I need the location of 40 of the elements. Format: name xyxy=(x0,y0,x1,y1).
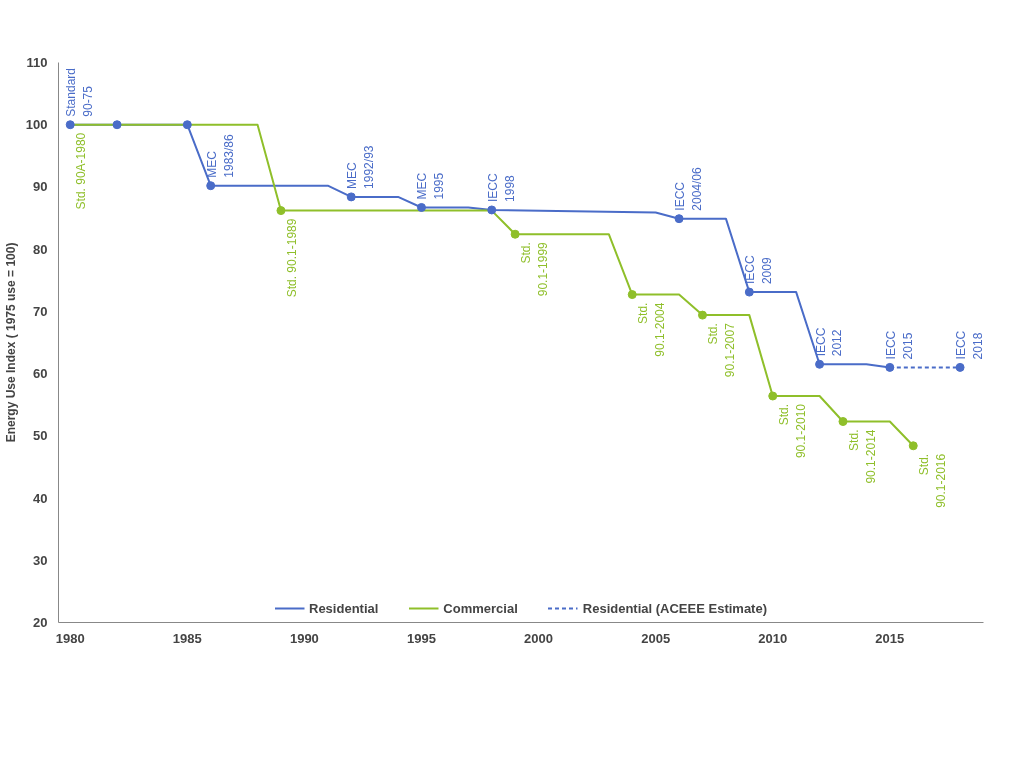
x-tick-label: 2015 xyxy=(875,630,905,646)
annotation: Std. 90.1-2007 xyxy=(706,322,738,378)
annotation: IECC 1998 xyxy=(485,172,517,202)
y-tick-label: 80 xyxy=(33,241,48,257)
y-tick-label: 20 xyxy=(33,615,48,630)
annotation: IECC 2015 xyxy=(883,330,915,360)
y-tick-label: 40 xyxy=(33,490,48,506)
x-tick-label: 1980 xyxy=(55,630,85,646)
annotation: IECC 2012 xyxy=(813,327,845,357)
legend-label: Residential xyxy=(309,600,379,616)
annotation: Std. 90.1-2010 xyxy=(776,403,808,459)
y-tick-label: 100 xyxy=(25,117,48,133)
annotation: MEC 1983/86 xyxy=(204,134,236,178)
y-tick-label: 50 xyxy=(33,428,48,444)
legend-label: Residential (ACEEE Estimate) xyxy=(582,600,767,616)
annotation: IECC 2018 xyxy=(954,330,985,360)
y-tick-label: 90 xyxy=(33,179,48,195)
annotation: Std. 90.1-1989 xyxy=(284,218,299,298)
x-tick-label: 1990 xyxy=(289,630,319,646)
annotation: IECC 2009 xyxy=(743,255,775,285)
x-tick-label: 2000 xyxy=(524,630,554,646)
y-tick-label: 30 xyxy=(33,552,48,568)
annotation: MEC 1992/93 xyxy=(345,145,377,189)
annotation: IECC 2004/06 xyxy=(673,166,704,211)
x-tick-label: 2005 xyxy=(641,630,671,646)
annotation: Std. 90A-1980 xyxy=(74,132,89,210)
x-tick-label: 1995 xyxy=(407,630,436,646)
annotation: Std. 90.1-2004 xyxy=(636,302,668,357)
legend-label: Commercial xyxy=(443,600,518,616)
annotation: Std. 90.1-2014 xyxy=(846,429,878,484)
annotation: Standard 90-75 xyxy=(64,68,96,117)
annotation: Std. 90.1-1999 xyxy=(519,241,550,297)
y-tick-label: 110 xyxy=(26,55,48,70)
annotation: MEC 1995 xyxy=(415,172,447,200)
y-tick-label: 60 xyxy=(33,366,48,382)
x-tick-label: 1985 xyxy=(172,630,202,646)
x-tick-label: 2010 xyxy=(758,630,788,646)
y-tick-label: 70 xyxy=(33,303,48,319)
y-axis-title: Energy Use Index ( 1975 use = 100) xyxy=(3,242,18,443)
annotation: Std. 90.1-2016 xyxy=(917,453,949,508)
